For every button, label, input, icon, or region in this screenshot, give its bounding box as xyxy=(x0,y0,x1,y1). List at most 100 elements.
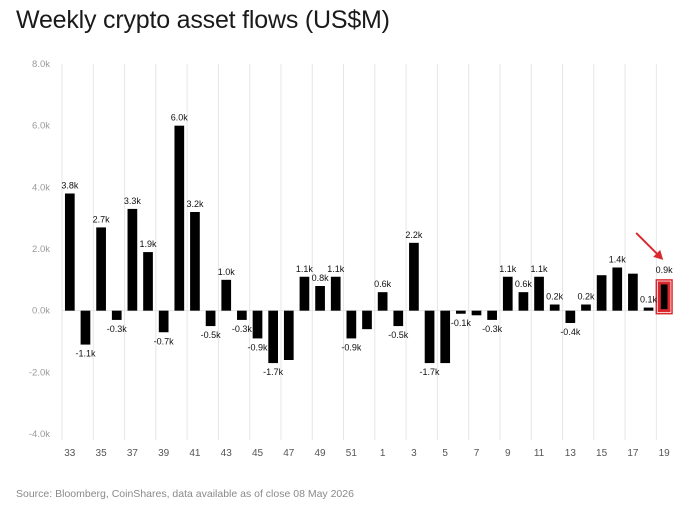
x-tick-label: 47 xyxy=(283,448,295,459)
data-label: -1.7k xyxy=(420,367,441,377)
x-tick-label: 7 xyxy=(474,448,480,459)
data-label: 0.2k xyxy=(577,292,595,302)
data-label: 0.6k xyxy=(515,279,533,289)
bar xyxy=(487,310,497,320)
y-tick-label: 2.0k xyxy=(32,244,50,255)
data-label: 1.4k xyxy=(609,255,627,265)
x-axis-ticks: 33 35 37 39 41 43 45 47 49 51 1 3 5 7 9 11 13 15 17 19 xyxy=(64,448,670,459)
x-tick-label: 43 xyxy=(221,448,233,459)
data-labels: 3.8k -1.1k 2.7k -0.3k 3.3k 1.9k -0.7k 6.0k 3.2k -… xyxy=(61,113,673,377)
data-label: 1.1k xyxy=(531,264,549,274)
x-tick-label: 19 xyxy=(659,448,671,459)
data-label: -0.3k xyxy=(107,324,128,334)
annotation xyxy=(635,232,664,260)
y-tick-label: 8.0k xyxy=(32,59,50,70)
data-label: 0.2k xyxy=(546,292,564,302)
x-tick-label: 5 xyxy=(442,448,448,459)
source-note: Source: Bloomberg, CoinShares, data avai… xyxy=(16,488,354,500)
data-label: -1.1k xyxy=(75,349,96,359)
x-tick-label: 15 xyxy=(596,448,608,459)
x-tick-label: 39 xyxy=(158,448,170,459)
bar xyxy=(221,279,232,311)
data-label: -0.5k xyxy=(201,330,222,340)
data-label: 3.2k xyxy=(186,199,204,209)
bar xyxy=(268,310,279,364)
bar xyxy=(111,310,122,320)
x-tick-label: 11 xyxy=(534,448,545,459)
data-label: -0.5k xyxy=(388,330,409,340)
x-tick-label: 13 xyxy=(565,448,577,459)
data-label: -0.7k xyxy=(154,336,175,346)
bar xyxy=(518,292,529,311)
data-label: 1.0k xyxy=(218,267,236,277)
bar xyxy=(502,276,513,311)
chart-title: Weekly crypto asset flows (US$M) xyxy=(16,6,390,34)
bar xyxy=(455,310,466,314)
x-tick-label: 45 xyxy=(252,448,264,459)
bars xyxy=(64,125,673,364)
x-tick-label: 33 xyxy=(64,448,76,459)
bar xyxy=(80,310,91,345)
x-tick-label: 51 xyxy=(346,448,358,459)
bar xyxy=(127,208,138,311)
bar xyxy=(409,242,419,311)
bar xyxy=(190,212,200,311)
data-label: -0.1k xyxy=(451,318,472,328)
bar xyxy=(158,310,169,333)
bar xyxy=(643,307,654,311)
data-label: 3.8k xyxy=(61,181,79,191)
bar xyxy=(565,310,576,323)
data-label: 3.3k xyxy=(124,196,142,206)
x-tick-label: 9 xyxy=(505,448,511,459)
data-label: -0.4k xyxy=(560,327,581,337)
bar xyxy=(346,310,357,339)
y-tick-label: 0.0k xyxy=(32,306,50,317)
data-label: -0.3k xyxy=(482,324,503,334)
bar xyxy=(315,286,325,311)
data-label: -0.3k xyxy=(232,324,253,334)
data-label: -1.7k xyxy=(263,367,284,377)
data-label: 2.2k xyxy=(405,230,423,240)
x-tick-label: 17 xyxy=(627,448,639,459)
y-tick-label: -2.0k xyxy=(29,367,50,378)
x-tick-label: 1 xyxy=(380,448,386,459)
data-label: 0.1k xyxy=(640,295,658,305)
bar xyxy=(252,310,263,339)
data-label: 1.1k xyxy=(499,264,517,274)
bar xyxy=(424,310,435,364)
data-label: 0.8k xyxy=(312,273,330,283)
x-tick-label: 3 xyxy=(411,448,417,459)
bar xyxy=(440,310,451,364)
x-tick-label: 49 xyxy=(315,448,327,459)
data-label: 1.1k xyxy=(327,264,345,274)
highlight-box xyxy=(655,279,673,315)
bar xyxy=(471,310,482,316)
x-tick-label: 41 xyxy=(189,448,201,459)
bar xyxy=(628,273,638,311)
annotation-arrow xyxy=(635,232,659,256)
arrow-head xyxy=(653,249,664,260)
data-label: 0.6k xyxy=(374,279,392,289)
highlighted-bar xyxy=(657,281,671,313)
bar xyxy=(612,267,623,311)
x-tick-label: 37 xyxy=(127,448,139,459)
bar xyxy=(96,227,106,311)
data-label: 1.9k xyxy=(140,239,158,249)
bar xyxy=(237,310,247,320)
data-label: 0.9k xyxy=(656,265,674,275)
bar xyxy=(581,304,591,311)
bar xyxy=(362,310,372,330)
bar xyxy=(549,304,560,311)
bar xyxy=(596,275,607,311)
bar xyxy=(283,310,294,360)
data-label: -0.9k xyxy=(341,342,362,352)
bar xyxy=(330,276,341,311)
bar xyxy=(377,292,388,311)
y-tick-label: 6.0k xyxy=(32,121,50,132)
x-tick-label: 35 xyxy=(96,448,108,459)
bar xyxy=(534,276,544,311)
data-label: 1.1k xyxy=(296,264,314,274)
bar xyxy=(143,252,153,311)
bar xyxy=(299,276,310,311)
